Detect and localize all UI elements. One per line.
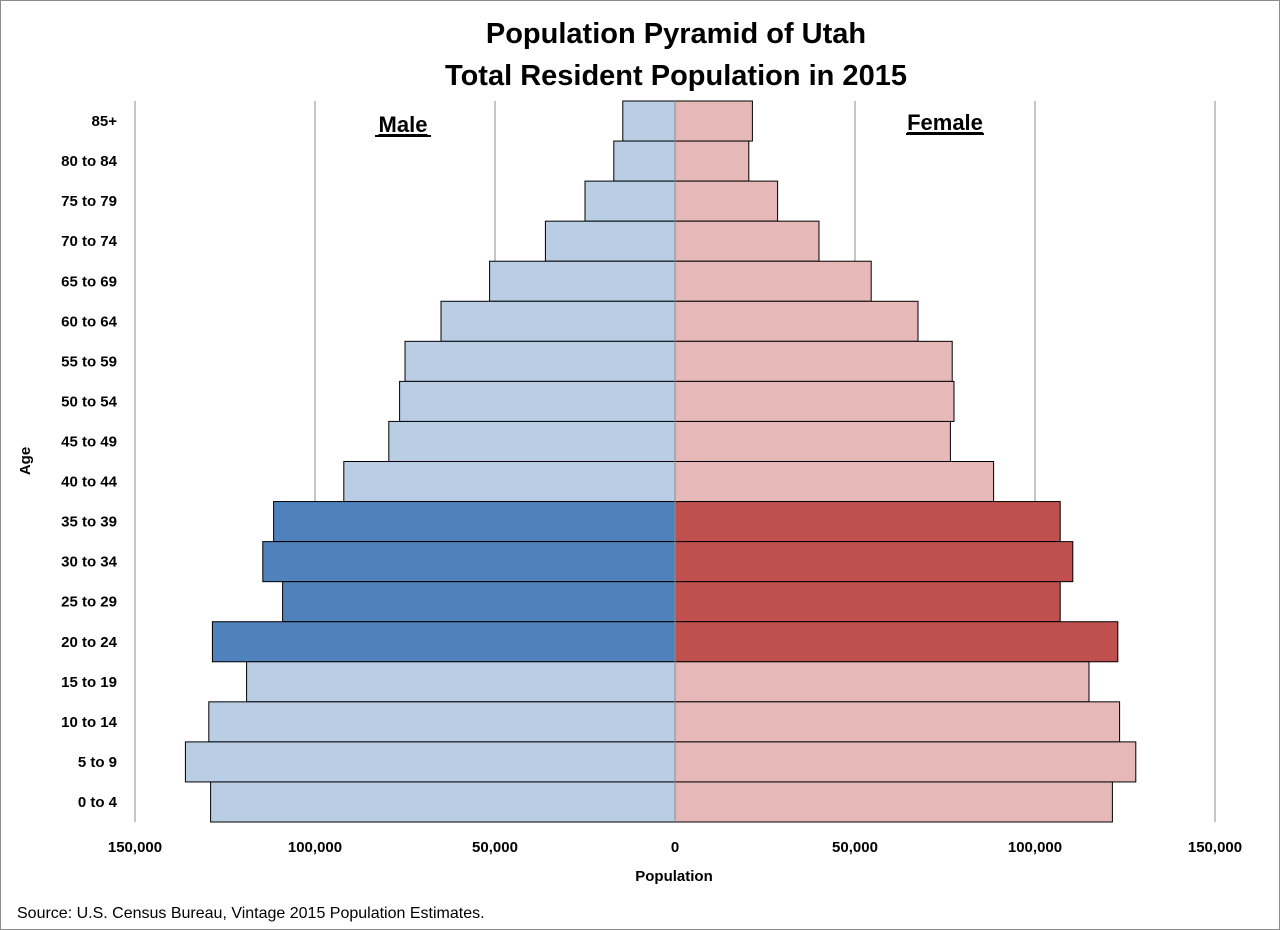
male-bar [584, 180, 676, 222]
male-bar [399, 380, 676, 422]
x-tick-label: 100,000 [288, 839, 342, 856]
x-tick-label: 150,000 [1188, 839, 1242, 856]
x-tick-labels: 150,000 100,000 50,000 0 50,000 100,000 150,00… [108, 839, 1242, 856]
female-bar [674, 340, 953, 382]
female-label: Female [907, 110, 983, 135]
male-bar [262, 541, 676, 583]
male-bar [246, 661, 676, 703]
age-category-label: 30 to 34 [61, 554, 118, 571]
age-category-label: 40 to 44 [61, 474, 118, 491]
female-bar [674, 781, 1113, 823]
age-category-label: 35 to 39 [61, 514, 117, 531]
age-category-label: 85+ [92, 113, 118, 130]
y-axis-title: Age [17, 447, 34, 475]
x-tick-label: 150,000 [108, 839, 162, 856]
female-bar [674, 380, 955, 422]
age-category-label: 80 to 84 [61, 153, 118, 170]
female-bar [674, 581, 1061, 623]
chart-title: Population Pyramid of Utah [486, 18, 866, 50]
age-category-label: 70 to 74 [61, 233, 118, 250]
age-category-label: 55 to 59 [61, 353, 117, 370]
female-bar [674, 100, 753, 142]
female-bar [674, 541, 1074, 583]
female-bar [674, 701, 1121, 743]
age-category-labels: 85+ 80 to 84 75 to 79 70 to 74 65 to 69 60 to… [61, 113, 118, 811]
age-category-label: 20 to 24 [61, 634, 118, 651]
female-bar [674, 300, 919, 342]
female-bar [674, 140, 750, 182]
female-bar [674, 741, 1137, 783]
male-bar [622, 100, 676, 142]
age-category-label: 10 to 14 [61, 714, 118, 731]
male-bar [343, 461, 676, 503]
age-category-label: 25 to 29 [61, 594, 117, 611]
x-tick-label: 50,000 [472, 839, 518, 856]
male-bar [388, 420, 676, 463]
source-note: Source: U.S. Census Bureau, Vintage 2015… [17, 905, 485, 922]
age-category-label: 15 to 19 [61, 674, 117, 691]
age-category-label: 50 to 54 [61, 393, 118, 410]
female-bar [674, 220, 820, 262]
female-bar [674, 260, 872, 302]
age-category-label: 60 to 64 [61, 313, 118, 330]
male-bar [210, 781, 676, 823]
male-bar [544, 220, 676, 262]
age-category-label: 75 to 79 [61, 193, 117, 210]
male-bar [211, 621, 676, 663]
male-bar [282, 581, 676, 623]
age-category-label: 0 to 4 [78, 794, 118, 811]
female-bar [674, 501, 1061, 543]
male-bar [489, 260, 676, 302]
chart-subtitle: Total Resident Population in 2015 [445, 60, 907, 92]
male-bar [184, 741, 676, 783]
x-axis-title: Population [635, 868, 713, 885]
male-label: Male [379, 112, 428, 137]
female-bar [674, 420, 951, 463]
age-category-label: 45 to 49 [61, 433, 117, 450]
x-tick-label: 50,000 [832, 839, 878, 856]
female-bar [674, 180, 779, 222]
bars [184, 100, 1137, 823]
male-bar [440, 300, 676, 342]
x-tick-label: 0 [671, 839, 679, 856]
age-category-label: 65 to 69 [61, 273, 117, 290]
male-bar [208, 701, 676, 743]
male-bar [404, 340, 676, 382]
female-bar [674, 621, 1119, 663]
female-bar [674, 461, 995, 503]
age-category-label: 5 to 9 [78, 754, 117, 771]
x-tick-label: 100,000 [1008, 839, 1062, 856]
male-bar [613, 140, 676, 182]
male-bar [273, 501, 676, 543]
female-bar [674, 661, 1090, 703]
